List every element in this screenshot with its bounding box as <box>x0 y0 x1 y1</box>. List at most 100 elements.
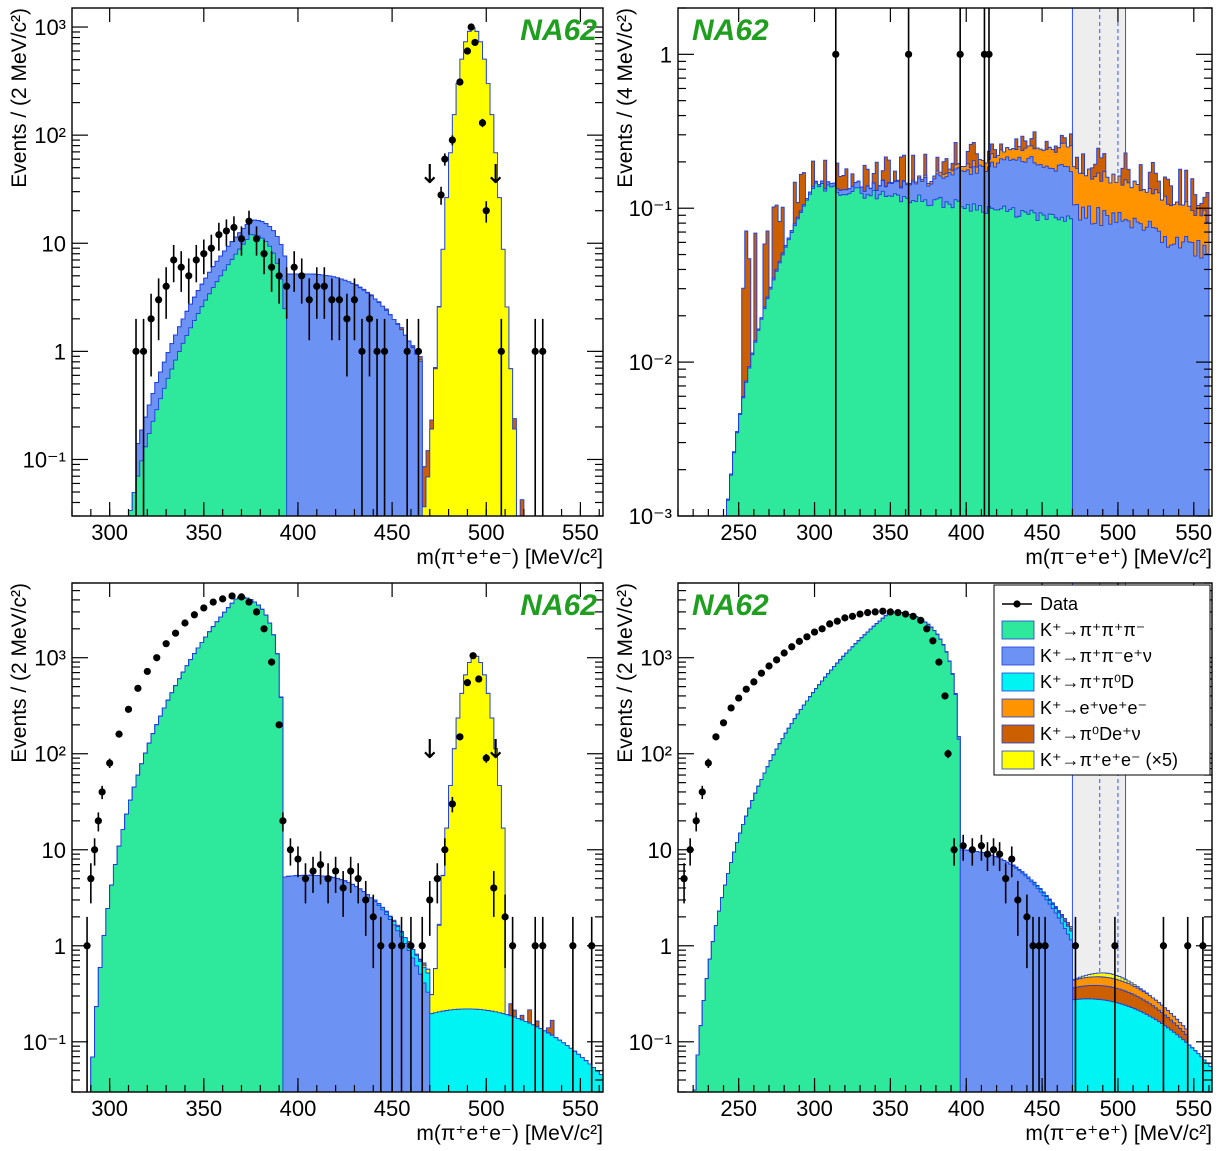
data-point <box>1159 942 1168 950</box>
data-point <box>879 607 887 615</box>
legend-label-K3pi: K⁺→π⁺π⁺π⁻ <box>1040 620 1145 640</box>
data-point <box>200 604 208 612</box>
plot-frame <box>71 582 604 1093</box>
data-point <box>1008 855 1016 863</box>
data-point <box>497 347 505 355</box>
data-point <box>704 759 712 767</box>
plot-area <box>72 592 603 1092</box>
data-point <box>773 656 781 664</box>
data-point <box>143 667 151 676</box>
data-point <box>245 598 253 606</box>
legend-data-marker <box>1013 600 1021 608</box>
data-point <box>362 896 370 904</box>
data-point <box>803 633 811 641</box>
data-point <box>397 942 406 950</box>
data-point <box>448 136 456 144</box>
legend-label-pipiD: K⁺→π⁺π⁰D <box>1040 672 1134 692</box>
data-point <box>856 610 864 618</box>
hist-K3pi <box>72 596 603 1092</box>
hist-K3pi <box>72 234 603 516</box>
data-point <box>478 119 487 127</box>
x-tick-label: 450 <box>1024 520 1061 545</box>
data-point <box>968 846 976 854</box>
y-tick-label: 10⁻² <box>629 350 672 375</box>
data-point <box>222 227 231 235</box>
data-point <box>901 610 910 618</box>
data-point <box>426 896 434 904</box>
data-point <box>115 730 123 738</box>
data-point <box>339 884 347 892</box>
cut-arrow: ↓ <box>419 160 441 190</box>
y-axis-label: Events / (2 MeV/c²) <box>614 583 637 763</box>
y-tick-label: 1 <box>660 934 672 959</box>
y-axis-label: Events / (4 MeV/c²) <box>614 8 637 188</box>
data-point <box>237 593 246 601</box>
data-point <box>983 850 992 858</box>
data-point <box>531 347 539 355</box>
data-point <box>320 282 328 290</box>
data-point <box>944 750 952 758</box>
data-point <box>316 861 325 869</box>
x-tick-label: 300 <box>91 1096 128 1121</box>
y-tick-label: 10³ <box>640 646 672 671</box>
y-tick-label: 10⁻¹ <box>629 196 672 221</box>
data-point <box>818 625 826 633</box>
x-tick-label: 550 <box>1175 1096 1212 1121</box>
y-tick-label: 10⁻¹ <box>23 1030 66 1055</box>
data-point <box>377 942 385 950</box>
data-point <box>698 788 706 796</box>
plot-area <box>678 583 1212 1092</box>
x-tick-label: 300 <box>796 1096 833 1121</box>
data-point <box>482 207 490 215</box>
data-point <box>209 598 217 606</box>
data-point <box>848 612 857 620</box>
data-point <box>735 694 743 702</box>
plot-area <box>678 8 1212 516</box>
legend-swatch-enuee <box>1001 698 1035 718</box>
legend-label-Ke4: K⁺→π⁺π⁻e⁺ν <box>1040 646 1152 666</box>
data-point <box>153 654 161 662</box>
plot-frame <box>677 7 1213 517</box>
legend-swatch-signal <box>1001 750 1035 770</box>
data-point <box>531 942 539 950</box>
brand-label: NA62 <box>520 589 597 622</box>
plot-frame <box>677 582 1213 1093</box>
data-point <box>757 669 766 677</box>
legend: Data K⁺→π⁺π⁺π⁻ K⁺→π⁺π⁻e⁺ν K⁺→π⁺π⁰D K⁺→e⁺νe⁺e… <box>993 584 1211 776</box>
data-point <box>841 614 849 622</box>
data-point <box>886 608 894 616</box>
y-tick-label: 10 <box>648 838 672 863</box>
x-tick-label: 400 <box>280 1096 317 1121</box>
data-point <box>1041 942 1049 950</box>
cut-arrow: ↓ <box>419 735 441 765</box>
legend-label-signal: K⁺→π⁺e⁺e⁻ (×5) <box>1040 750 1178 770</box>
y-tick-label: 10 <box>42 838 66 863</box>
x-tick-label: 250 <box>720 520 757 545</box>
data-point <box>950 846 958 854</box>
data-point <box>795 637 803 645</box>
data-point <box>441 155 449 163</box>
panel-top-right: 250 300 350 400 450 500 550 10⁻³ 10⁻² 10⁻¹ 1 m(π⁻e⁺… <box>614 7 1213 569</box>
data-point <box>1023 913 1031 921</box>
data-point <box>267 658 276 666</box>
y-tick-label: 10² <box>34 123 66 148</box>
data-point <box>501 913 509 921</box>
data-point <box>365 315 374 323</box>
data-point <box>832 50 840 58</box>
data-point <box>309 867 317 875</box>
data-point <box>373 347 381 355</box>
data-point <box>215 231 223 239</box>
data-point <box>904 50 913 58</box>
data-point <box>347 867 355 875</box>
data-point <box>290 263 298 271</box>
data-point <box>245 217 253 225</box>
x-tick-label: 300 <box>91 520 128 545</box>
data-point <box>471 38 479 47</box>
cut-arrow: ↓ <box>485 160 507 190</box>
hist-K3pi <box>678 611 1212 1092</box>
data-point <box>765 662 773 670</box>
data-point <box>475 675 483 683</box>
data-point <box>350 296 359 304</box>
data-point <box>826 620 834 628</box>
x-tick-label: 400 <box>948 520 985 545</box>
